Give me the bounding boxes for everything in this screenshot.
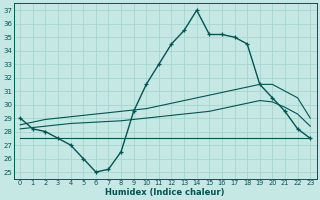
X-axis label: Humidex (Indice chaleur): Humidex (Indice chaleur) <box>106 188 225 197</box>
